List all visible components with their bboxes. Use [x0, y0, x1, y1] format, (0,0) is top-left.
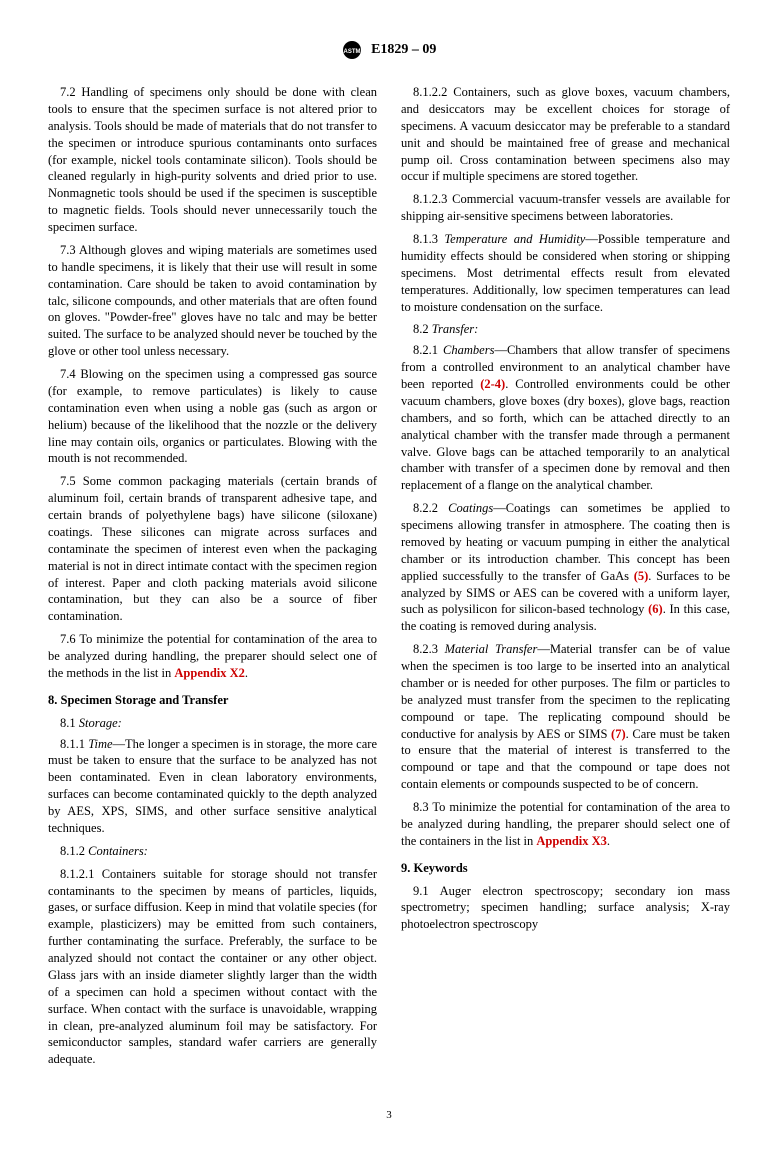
section-8-head: 8. Specimen Storage and Transfer [48, 692, 377, 709]
para-8-2-2: 8.2.2 Coatings—Coatings can sometimes be… [401, 500, 730, 635]
ref-7[interactable]: (7) [611, 727, 626, 741]
para-7-2: 7.2 Handling of specimens only should be… [48, 84, 377, 236]
astm-logo: ASTM [342, 40, 362, 60]
para-7-4: 7.4 Blowing on the specimen using a comp… [48, 366, 377, 467]
section-9-head: 9. Keywords [401, 860, 730, 877]
para-8-1-3: 8.1.3 Temperature and Humidity—Possible … [401, 231, 730, 315]
sub-8-1: 8.1 Storage: [48, 715, 377, 732]
sub-8-2: 8.2 Transfer: [401, 321, 730, 338]
para-8-2-1: 8.2.1 Chambers—Chambers that allow trans… [401, 342, 730, 494]
para-7-5: 7.5 Some common packaging materials (cer… [48, 473, 377, 625]
para-8-1-2-1: 8.1.2.1 Containers suitable for storage … [48, 866, 377, 1069]
svg-text:ASTM: ASTM [343, 49, 360, 55]
para-9-1: 9.1 Auger electron spectroscopy; seconda… [401, 883, 730, 934]
para-8-1-2-2: 8.1.2.2 Containers, such as glove boxes,… [401, 84, 730, 185]
ref-5[interactable]: (5) [634, 569, 649, 583]
para-7-6: 7.6 To minimize the potential for contam… [48, 631, 377, 682]
para-8-1-2-3: 8.1.2.3 Commercial vacuum-transfer vesse… [401, 191, 730, 225]
page-header: ASTM E1829 – 09 [48, 40, 730, 60]
para-8-3: 8.3 To minimize the potential for contam… [401, 799, 730, 850]
para-8-1-1: 8.1.1 Time—The longer a specimen is in s… [48, 736, 377, 837]
ref-6[interactable]: (6) [648, 602, 663, 616]
para-8-1-2: 8.1.2 Containers: [48, 843, 377, 860]
para-7-3: 7.3 Although gloves and wiping materials… [48, 242, 377, 360]
para-8-2-3: 8.2.3 Material Transfer—Material transfe… [401, 641, 730, 793]
page-number: 3 [48, 1108, 730, 1123]
designation: E1829 – 09 [371, 42, 436, 57]
link-appendix-x2[interactable]: Appendix X2 [174, 666, 245, 680]
link-appendix-x3[interactable]: Appendix X3 [536, 834, 607, 848]
ref-2-4[interactable]: (2-4) [480, 377, 505, 391]
body-columns: 7.2 Handling of specimens only should be… [48, 84, 730, 1068]
